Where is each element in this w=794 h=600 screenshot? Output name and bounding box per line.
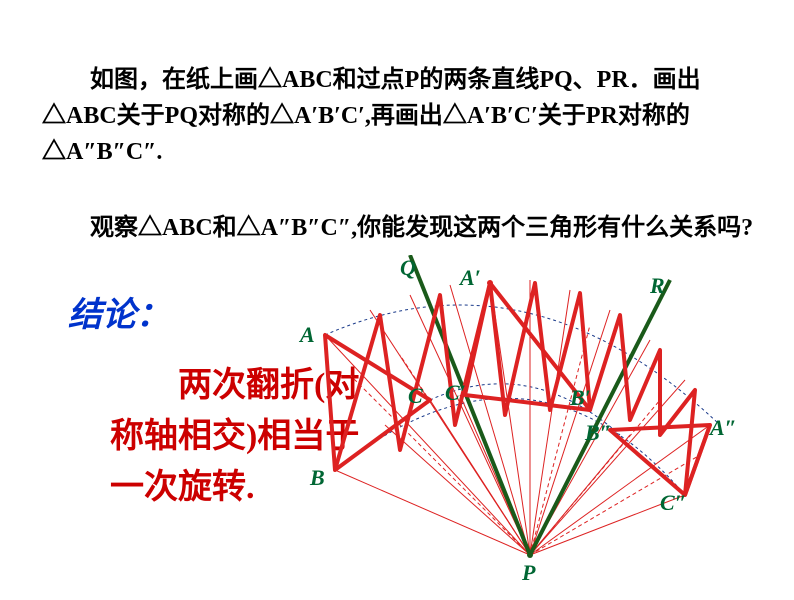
conclusion-label: 结论： <box>68 290 170 341</box>
label-q: Q <box>400 255 416 281</box>
point-p <box>527 552 533 558</box>
label-p: P <box>522 560 535 586</box>
label-b-dprime: B″ <box>585 420 612 446</box>
question-text: 观察△ABC和△A″B″C″,你能发现这两个三角形有什么关系吗? <box>42 210 762 246</box>
diagram-svg <box>290 255 770 595</box>
label-a: A <box>300 322 315 348</box>
label-r: R <box>650 273 665 299</box>
problem-text: 如图，在纸上画△ABC和过点P的两条直线PQ、PR．画出△ABC关于PQ对称的△… <box>42 62 762 170</box>
label-c-prime: C′ <box>445 380 466 406</box>
label-a-prime: A′ <box>460 265 481 291</box>
geometry-diagram: Q A′ R A B′ B″ A″ B C C′ C″ P <box>290 255 770 595</box>
label-c-dprime: C″ <box>660 490 687 516</box>
label-a-dprime: A″ <box>710 415 737 441</box>
label-b-prime: B′ <box>570 385 591 411</box>
point-a-prime <box>487 280 493 286</box>
label-c: C <box>408 383 423 409</box>
label-b: B <box>310 465 325 491</box>
